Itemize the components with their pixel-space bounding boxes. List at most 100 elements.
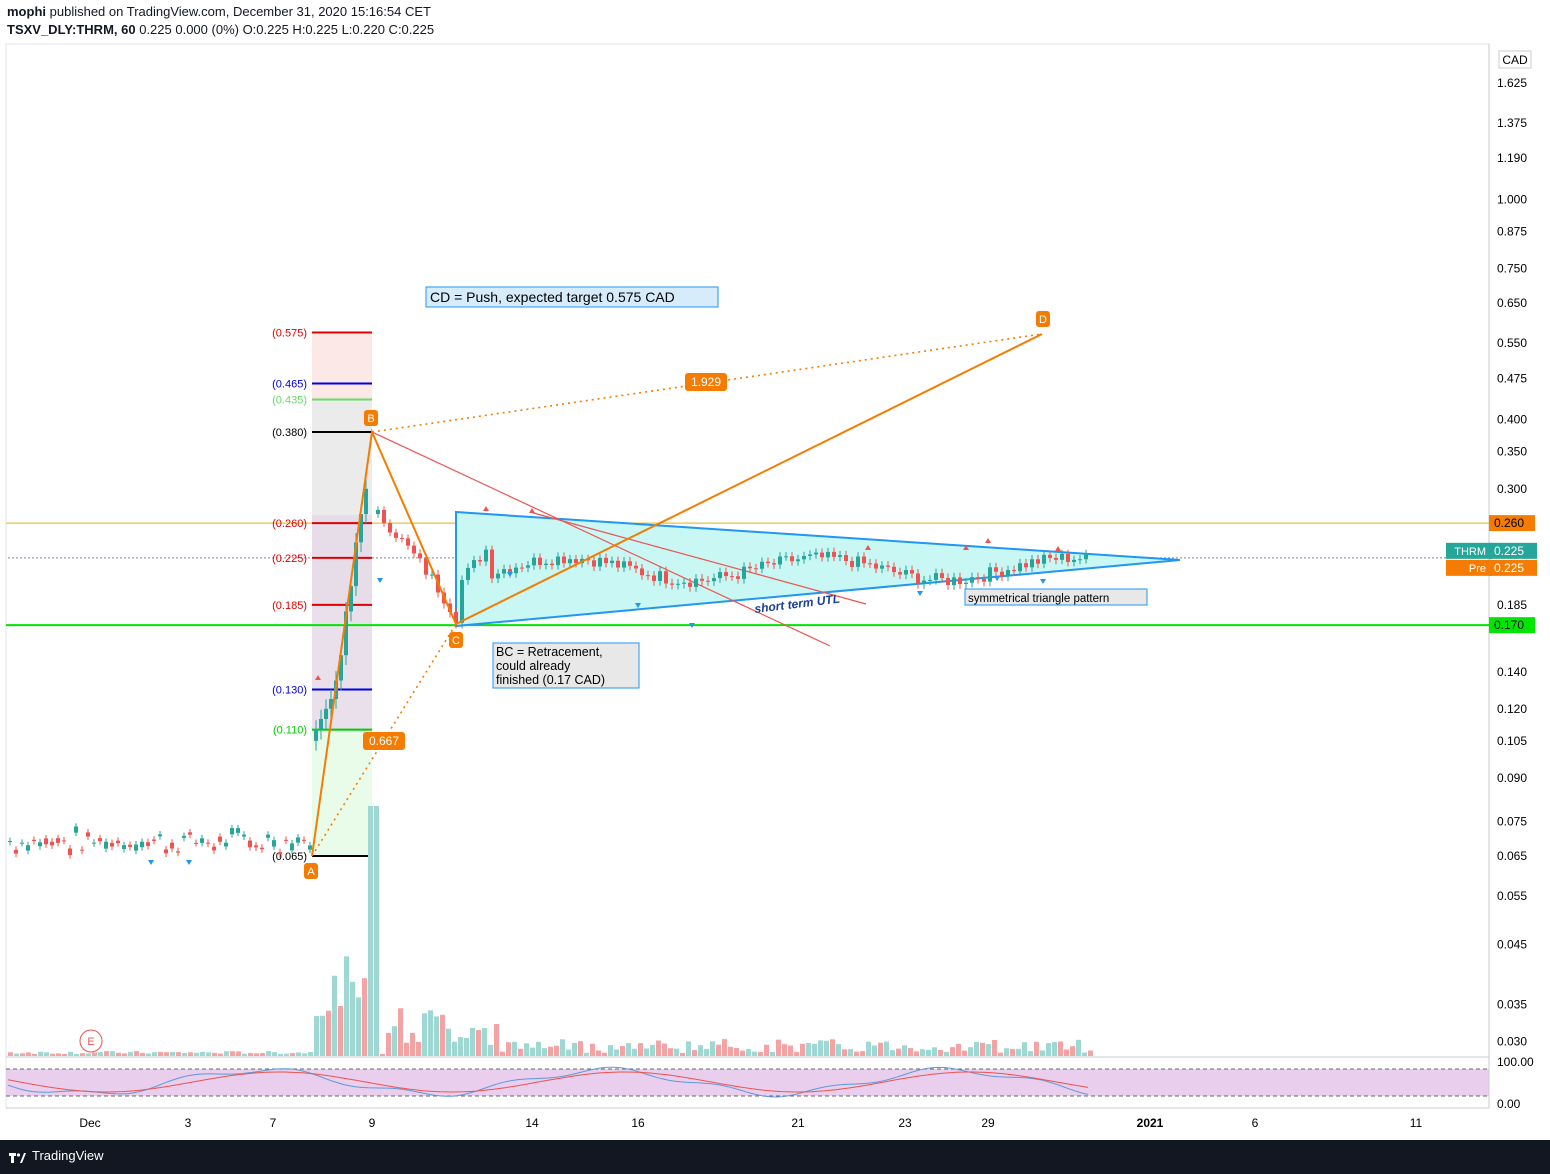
- volume-bar: [68, 1051, 73, 1056]
- y-tick-label: 0.030: [1497, 1035, 1527, 1049]
- volume-bar: [404, 1042, 409, 1056]
- candle-body: [1054, 557, 1058, 560]
- swing-high-marker: [315, 675, 321, 680]
- pattern-point-marker[interactable]: [364, 410, 378, 426]
- symbol-line: TSXV_DLY:THRM, 60 0.225 0.000 (0%) O:0.2…: [7, 22, 434, 37]
- volume-bar: [314, 1015, 319, 1056]
- volume-bar: [374, 806, 379, 1056]
- fib-level-label: (0.435): [272, 395, 307, 407]
- y-tick-label: 0.045: [1497, 937, 1527, 951]
- candle-body: [254, 845, 258, 848]
- candle-body: [856, 556, 860, 567]
- candle-body: [1000, 571, 1004, 577]
- candle-body: [339, 655, 343, 681]
- candle-body: [242, 834, 246, 837]
- ratio-badge[interactable]: [685, 373, 727, 391]
- candle-body: [284, 839, 288, 841]
- fib-zone-purple: [312, 515, 372, 732]
- y-tick-label: 1.625: [1497, 76, 1527, 90]
- volume-bar: [164, 1052, 169, 1056]
- volume-bar: [842, 1049, 847, 1056]
- bc-note-1: BC = Retracement,: [496, 645, 603, 659]
- candle-body: [610, 560, 614, 564]
- candle-body: [1048, 554, 1052, 558]
- volume-bar: [218, 1053, 223, 1056]
- candle-body: [460, 580, 464, 623]
- candle-body: [418, 553, 422, 559]
- volume-bar: [722, 1039, 727, 1056]
- candle-body: [556, 556, 560, 566]
- volume-bar: [770, 1051, 775, 1056]
- candle-body: [862, 556, 866, 564]
- volume-bar: [230, 1051, 235, 1056]
- footer-brand[interactable]: TradingView: [32, 1148, 104, 1163]
- pattern-point-marker[interactable]: [1036, 311, 1050, 327]
- candle-body: [562, 556, 566, 564]
- volume-bar: [752, 1051, 757, 1056]
- volume-bar: [848, 1049, 853, 1056]
- publisher[interactable]: mophi: [7, 4, 46, 19]
- candle-body: [20, 842, 24, 844]
- candle-body: [520, 567, 524, 569]
- rsi-line: [7, 1066, 1089, 1098]
- volume-bar: [92, 1052, 97, 1056]
- utl-line-1[interactable]: [371, 431, 831, 647]
- volume-bar: [884, 1041, 889, 1056]
- x-tick-label: 23: [898, 1116, 912, 1130]
- abcd-pattern[interactable]: [311, 333, 1043, 857]
- triangle-note-box[interactable]: [964, 588, 1148, 606]
- price-tag-value: 0.225: [1494, 561, 1524, 575]
- volume-bar: [968, 1047, 973, 1056]
- candle-body: [260, 847, 264, 850]
- volume-bar: [764, 1044, 769, 1056]
- earnings-icon[interactable]: [79, 1029, 103, 1053]
- currency-badge[interactable]: [1498, 50, 1532, 69]
- volume-bar: [578, 1041, 583, 1056]
- volume-bar: [116, 1052, 121, 1056]
- candle-body: [104, 841, 108, 849]
- symmetrical-triangle[interactable]: [455, 510, 1181, 628]
- bc-note-box[interactable]: [492, 642, 640, 689]
- volume-bar: [710, 1041, 715, 1056]
- swing-low-marker: [186, 860, 192, 865]
- candle-body: [1012, 570, 1016, 572]
- ratio-label: 1.929: [691, 375, 721, 389]
- volume-bar: [206, 1052, 211, 1056]
- cd-note-box[interactable]: [425, 286, 719, 308]
- candle-body: [38, 842, 42, 847]
- candle-body: [308, 845, 312, 850]
- candle-body: [634, 565, 638, 569]
- y-tick-label: 1.375: [1497, 116, 1527, 130]
- pattern-point-marker[interactable]: [449, 632, 463, 648]
- candle-body: [886, 565, 890, 567]
- fib-level-label: (0.130): [272, 685, 307, 697]
- candle-body: [484, 549, 488, 562]
- candle-body: [200, 838, 204, 843]
- volume-bar: [428, 1010, 433, 1056]
- volume-bar: [872, 1045, 877, 1056]
- ratio-badge[interactable]: [363, 732, 405, 750]
- volume-bar: [656, 1040, 661, 1056]
- candle-body: [329, 698, 333, 709]
- candle-body: [400, 537, 404, 539]
- volume-bar: [530, 1047, 535, 1056]
- volume-bar: [932, 1047, 937, 1056]
- candle-body: [892, 566, 896, 573]
- volume-bar: [668, 1048, 673, 1056]
- pattern-point-marker[interactable]: [304, 863, 318, 879]
- volume-bar: [356, 997, 361, 1056]
- volume-bar: [452, 1041, 457, 1056]
- volume-bar: [440, 1014, 445, 1056]
- utl-line-2[interactable]: [529, 511, 867, 605]
- candle-body: [1078, 559, 1082, 561]
- volume-bar: [110, 1051, 115, 1056]
- chart-canvas[interactable]: (0.575) (0.465) (0.435) (0.380) (0.260) (0.22…: [0, 0, 1550, 1140]
- volume-bar: [890, 1050, 895, 1056]
- volume-bar: [1022, 1042, 1027, 1056]
- volume-bar: [644, 1048, 649, 1056]
- volume-bar: [758, 1052, 763, 1056]
- volume-bar: [944, 1051, 949, 1056]
- fib-level-label: (0.260): [272, 518, 307, 530]
- symbol[interactable]: TSXV_DLY:THRM, 60: [7, 22, 136, 37]
- volume-bar: [254, 1053, 259, 1056]
